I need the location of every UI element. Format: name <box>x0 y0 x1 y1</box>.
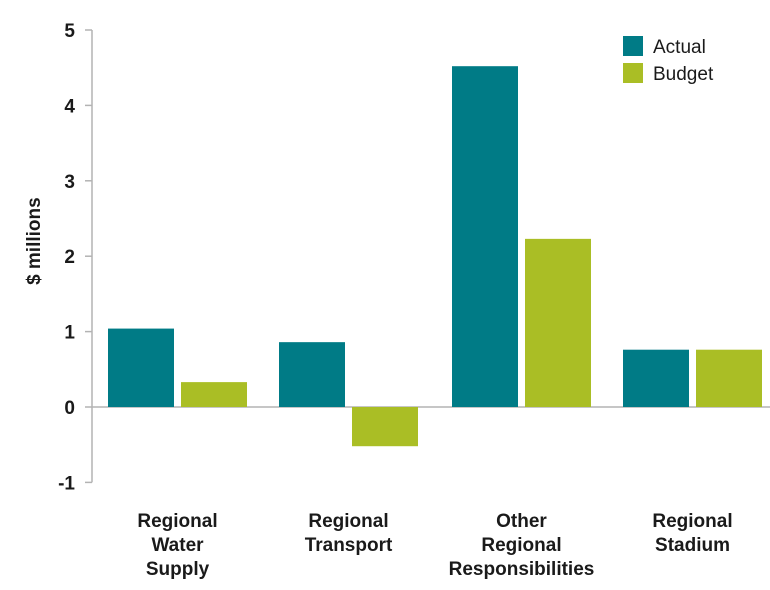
x-category-label-line: Regional <box>652 511 732 532</box>
x-category-label-line: Regional <box>481 535 561 556</box>
legend-label-budget: Budget <box>653 64 714 85</box>
legend-swatch-budget <box>623 63 643 83</box>
bars-layer <box>108 66 762 447</box>
y-tick-label: 5 <box>64 21 75 42</box>
labels-layer: Regional Water Supply Regional Transport Othe… <box>137 511 732 580</box>
bar-actual-0 <box>108 328 174 407</box>
x-category-label-line: Transport <box>305 535 393 556</box>
x-category-label-line: Responsibilities <box>449 559 595 580</box>
legend-label-actual: Actual <box>653 37 706 58</box>
legend-swatch-actual <box>623 36 643 56</box>
x-category-label-line: Other <box>496 511 547 532</box>
y-tick-label: 4 <box>64 96 75 117</box>
y-tick-label: 1 <box>64 323 75 344</box>
y-tick-label: 0 <box>64 398 75 419</box>
bar-budget-1 <box>352 407 418 447</box>
x-category-label: Other Regional Responsibilities <box>449 511 595 580</box>
bar-actual-2 <box>452 66 518 407</box>
x-category-label-line: Regional <box>137 511 217 532</box>
x-category-label: Regional Transport <box>305 511 393 556</box>
bar-budget-2 <box>525 238 591 407</box>
bar-actual-3 <box>623 349 689 407</box>
y-tick-label: -1 <box>58 473 75 494</box>
bar-budget-3 <box>696 349 762 407</box>
y-tick-label: 2 <box>64 247 75 268</box>
y-tick-label: 3 <box>64 172 75 193</box>
y-axis-title: $ millions <box>24 197 45 285</box>
bar-actual-1 <box>279 342 345 407</box>
x-category-label-line: Regional <box>308 511 388 532</box>
bar-budget-0 <box>181 382 247 407</box>
x-category-label-line: Stadium <box>655 535 730 556</box>
legend: Actual Budget <box>623 36 714 85</box>
x-category-label-line: Water <box>151 535 204 556</box>
x-category-label: Regional Water Supply <box>137 511 217 580</box>
x-category-label: Regional Stadium <box>652 511 732 556</box>
x-category-label-line: Supply <box>146 559 210 580</box>
